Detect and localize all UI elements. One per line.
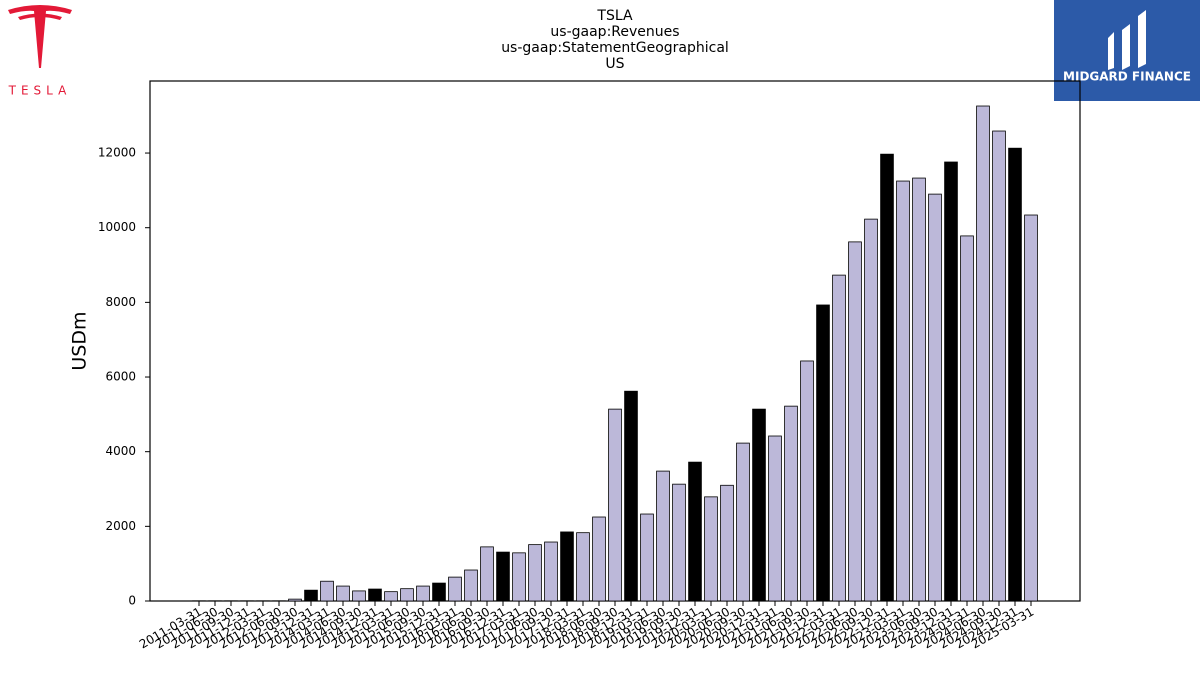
logo-text: TESLA (8, 84, 72, 98)
bar (368, 588, 382, 602)
bar (400, 588, 414, 602)
y-tick-label: 0 (128, 594, 136, 608)
chart-title: us-gaap:Revenues (550, 24, 679, 40)
bar (784, 405, 798, 602)
bar (688, 461, 702, 602)
bar (304, 589, 318, 602)
bar (912, 177, 926, 602)
bar (864, 218, 878, 602)
bar (720, 484, 734, 602)
bar (976, 105, 990, 602)
tesla-logo: TESLA (8, 5, 72, 98)
bar (1024, 214, 1038, 602)
bar (464, 569, 478, 602)
bar (768, 435, 782, 602)
bar (880, 153, 894, 602)
bar (656, 470, 670, 602)
bar (704, 496, 718, 602)
bar (352, 590, 366, 602)
y-tick-label: 6000 (105, 370, 136, 384)
bar (736, 442, 750, 602)
bar (288, 598, 302, 602)
bar (896, 180, 910, 602)
y-tick-label: 12000 (98, 146, 136, 160)
bar (336, 585, 350, 602)
bar (928, 193, 942, 602)
bar (960, 235, 974, 602)
y-tick-label: 4000 (105, 444, 136, 458)
bar (416, 585, 430, 602)
midgard-logo: MIDGARD FINANCE (1054, 0, 1200, 101)
bar (992, 130, 1006, 602)
bar (800, 360, 814, 602)
y-tick-label: 2000 (105, 519, 136, 533)
bar (320, 580, 334, 602)
bar (512, 552, 526, 602)
chart-title: TSLA (596, 8, 633, 24)
bar (592, 516, 606, 602)
y-axis-label: USDm (69, 311, 91, 370)
bar (560, 531, 574, 602)
tesla-icon (8, 5, 72, 68)
tesla-icon-bar (18, 13, 62, 20)
bar (528, 544, 542, 602)
bar (608, 408, 622, 602)
bar (816, 304, 830, 602)
bar (944, 161, 958, 602)
logo-text: MIDGARD FINANCE (1063, 70, 1191, 84)
bar (496, 551, 510, 602)
y-tick-label: 8000 (105, 295, 136, 309)
bar (480, 546, 494, 602)
logo-icon (1108, 10, 1146, 70)
bar (1008, 147, 1022, 602)
bar (672, 483, 686, 602)
bar (448, 576, 462, 602)
bar (640, 513, 654, 602)
bar (544, 541, 558, 602)
chart-title: US (605, 56, 624, 72)
chart-title: us-gaap:StatementGeographical (501, 40, 729, 56)
bar (624, 390, 638, 602)
bar (432, 582, 446, 602)
y-tick-label: 10000 (98, 220, 136, 234)
bar (576, 532, 590, 602)
bar (752, 408, 766, 602)
bar (832, 274, 846, 602)
bar (384, 591, 398, 602)
bar (848, 241, 862, 602)
